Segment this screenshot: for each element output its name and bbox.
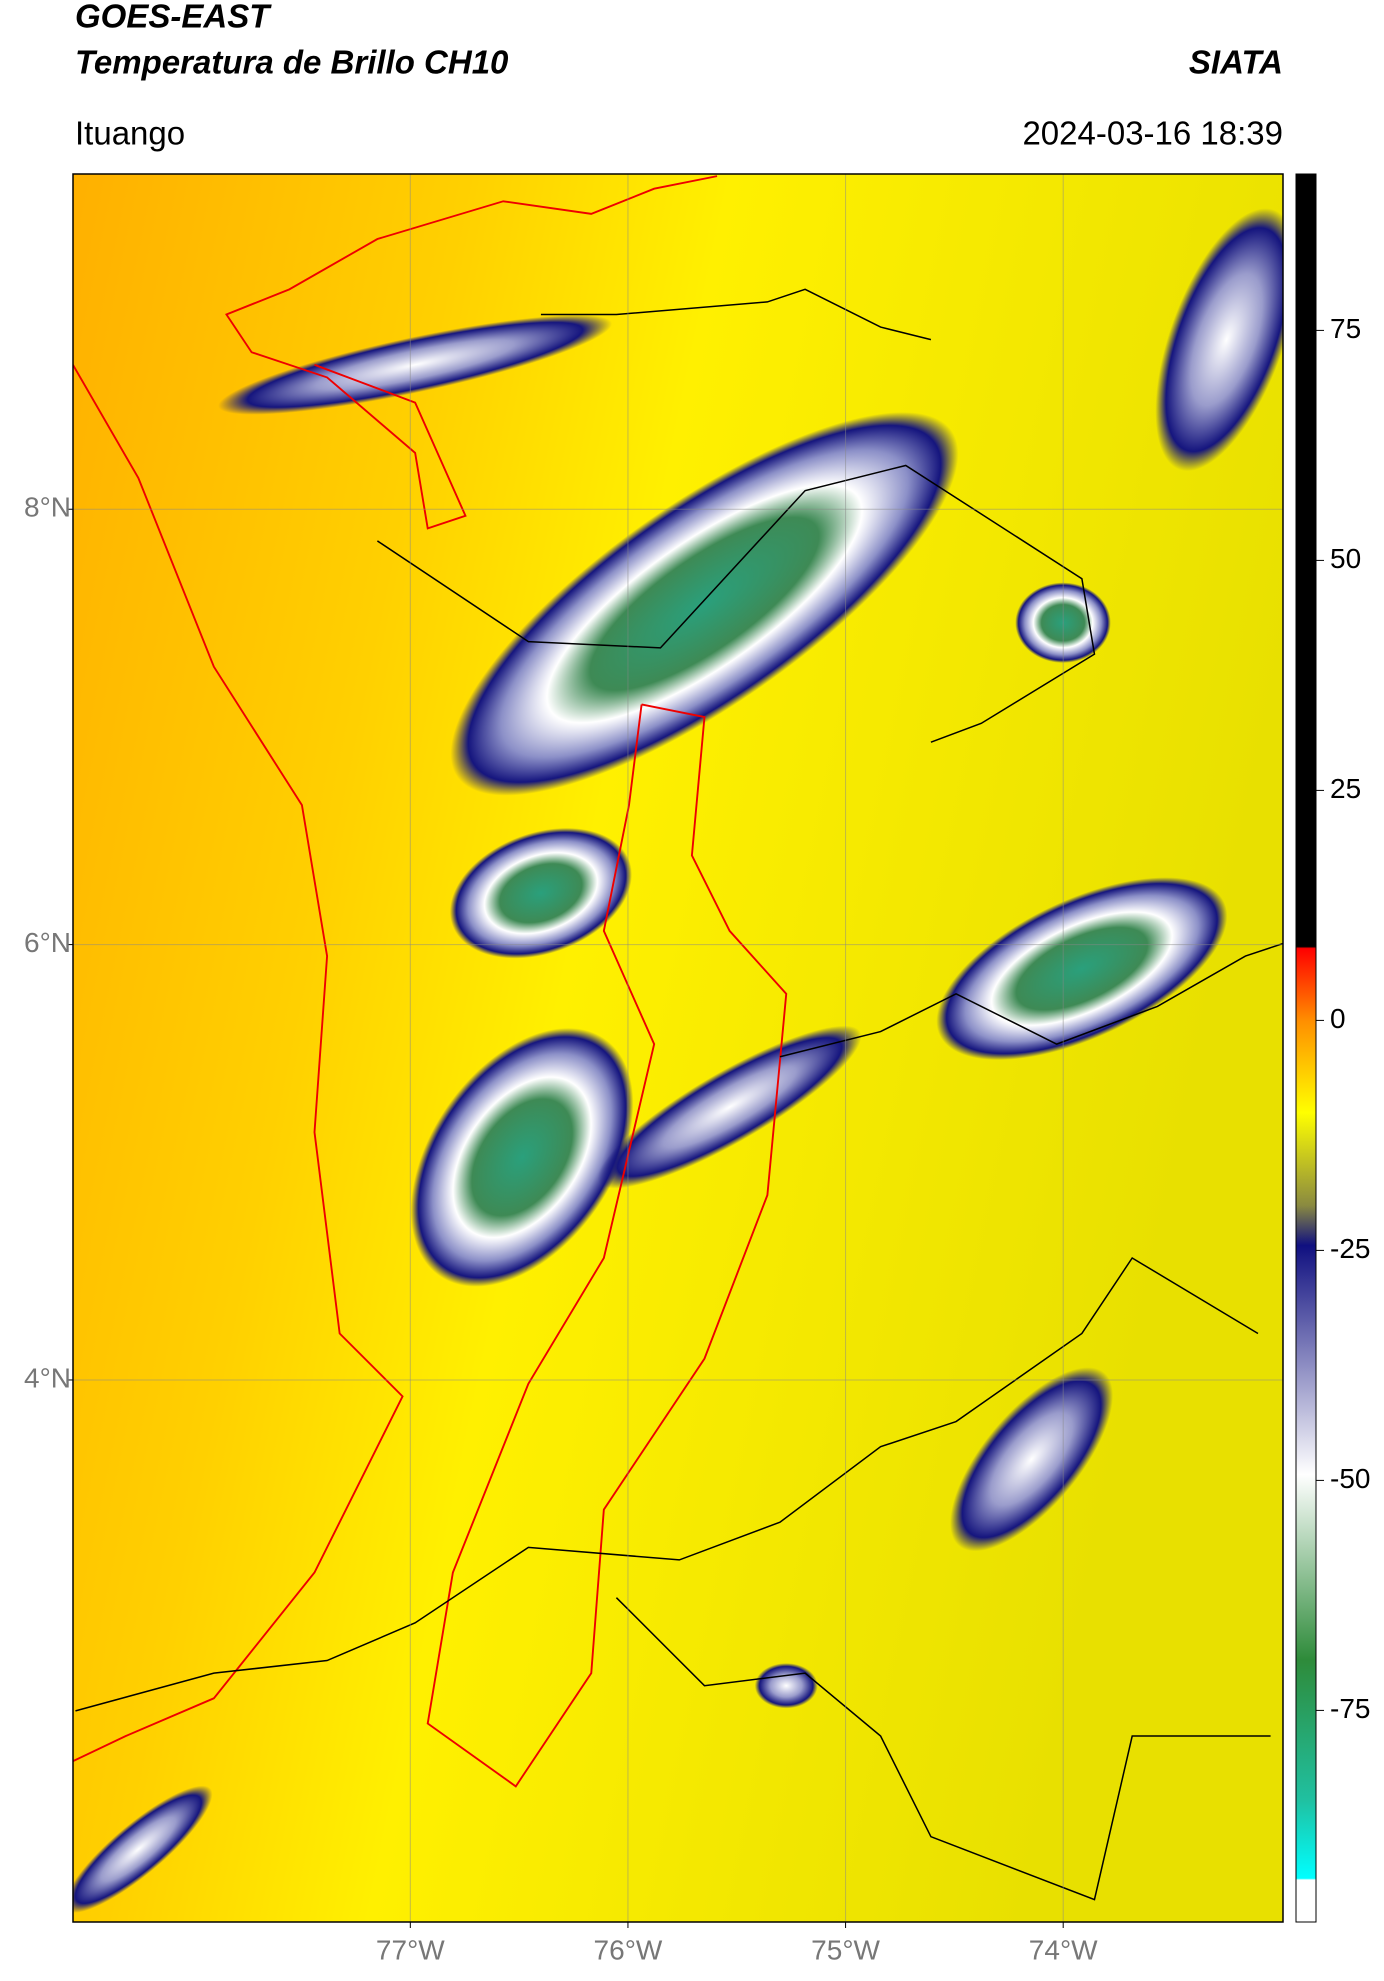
map-frame [72, 173, 1284, 1923]
brand: SIATA [1189, 44, 1283, 81]
colorbar-tick-label: -25 [1330, 1233, 1370, 1264]
location: Ituango [75, 115, 185, 152]
y-tick-label: 8°N [24, 492, 71, 523]
colorbar-tick-label: -75 [1330, 1693, 1370, 1724]
colorbar-tick-label: -50 [1330, 1463, 1370, 1494]
title: GOES-EAST [75, 0, 272, 35]
colorbar [1295, 173, 1317, 1923]
x-tick-label: 74°W [1029, 1934, 1098, 1965]
datetime: 2024-03-16 18:39 [1022, 115, 1283, 152]
colorbar-tick-label: 25 [1330, 773, 1361, 804]
x-tick-label: 76°W [594, 1934, 663, 1965]
x-tick-label: 77°W [376, 1934, 445, 1965]
graticule [73, 174, 1283, 1922]
colorbar-tick-label: 50 [1330, 543, 1361, 574]
subtitle: Temperatura de Brillo CH10 [75, 44, 509, 81]
y-tick-label: 4°N [24, 1362, 71, 1393]
colorbar-tick-label: 75 [1330, 313, 1361, 344]
map-image [73, 174, 1283, 1922]
y-tick-label: 6°N [24, 927, 71, 958]
x-tick-label: 75°W [811, 1934, 880, 1965]
colorbar-tick-label: 0 [1330, 1003, 1346, 1034]
